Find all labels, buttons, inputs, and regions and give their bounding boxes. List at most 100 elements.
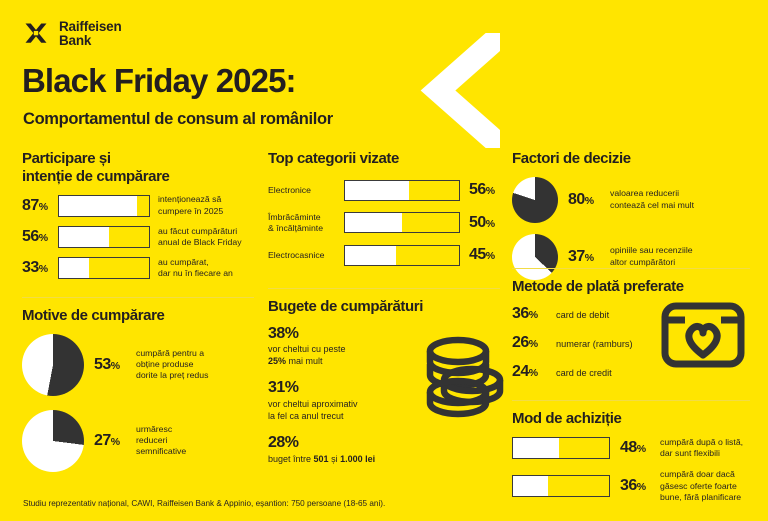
section-title-categorii: Top categorii vizate <box>268 150 399 167</box>
raiffeisen-bank-logo: Raiffeisen Bank <box>22 20 122 48</box>
pie-row-53: 53% cumpără pentru a obține produse dori… <box>22 333 254 396</box>
budget-pct-31: 31% <box>268 379 299 397</box>
pie-row-80: 80% valoarea reducerii contează cel mai … <box>512 176 750 223</box>
pie-label-53: cumpără pentru a obține produse dorite l… <box>136 347 209 381</box>
progress-bar-imbracaminte <box>344 212 460 234</box>
stat-label-anual: au făcut cumpărături anual de Black Frida… <box>158 225 242 247</box>
progress-fill <box>513 476 548 497</box>
section-title-mod-achizitie: Mod de achiziție <box>512 410 622 427</box>
section-participare: Participare și intenție de cumpărare 87%… <box>22 150 254 288</box>
stat-label-intentie: intenționează să cumpere în 2025 <box>158 194 224 216</box>
pie-label-37: opiniile sau recenziile altor cumpărător… <box>610 245 693 267</box>
budget-pct-38: 38% <box>268 324 299 342</box>
gift-box-heart-icon <box>660 300 746 370</box>
logo-line-2: Bank <box>59 33 92 48</box>
progress-fill <box>59 195 138 216</box>
stat-pct-87: 87% <box>22 196 48 214</box>
budget-desc-28: buget între 501 și 1.000 lei <box>268 453 376 464</box>
section-divider <box>268 288 500 289</box>
budget-pct-28: 28% <box>268 434 299 452</box>
section-divider <box>512 268 750 269</box>
progress-fill <box>345 180 409 200</box>
progress-bar-36 <box>512 475 610 498</box>
category-pct-45: 45% <box>469 246 495 264</box>
section-title-bugete: Bugete de cumpărături <box>268 298 423 315</box>
category-row-electronice: Electronice 56% <box>268 179 500 201</box>
chevron-left-icon <box>408 29 506 152</box>
progress-fill <box>513 438 560 458</box>
logo-line-1: Raiffeisen <box>59 19 122 35</box>
progress-bar-87 <box>58 194 150 217</box>
mode-pct-36: 36% <box>620 477 646 495</box>
progress-bar-48 <box>512 437 610 459</box>
footer-note: Studiu reprezentativ național, CAWI, Rai… <box>23 499 386 508</box>
stat-row-anual: 56% au făcut cumpărături anual de Black F… <box>22 226 254 248</box>
progress-fill <box>345 245 397 265</box>
category-row-electrocasnice: Electrocasnice 45% <box>268 244 500 266</box>
raiffeisen-crossed-horse-heads-icon <box>22 20 50 48</box>
mode-label-lista: cumpără după o listă, dar sunt flexibili <box>660 436 744 458</box>
pie-pct-53: 53% <box>94 355 120 373</box>
payment-pct-26: 26% <box>512 333 538 351</box>
mode-row-oferte: 36% cumpără doar dacă găsesc oferte foar… <box>512 469 750 503</box>
pie-label-27: urmăresc reduceri semnificative <box>136 423 187 457</box>
budget-desc-31: vor cheltui aproximativ la fel ca anul t… <box>268 398 358 422</box>
payment-row-debit: 36% card de debit <box>512 305 750 323</box>
category-pct-50: 50% <box>469 213 495 231</box>
pie-pct-27: 27% <box>94 431 120 449</box>
section-metode-plata: Metode de plată preferate 36% card de de… <box>512 268 750 392</box>
stat-label-ocazional: au cumpărat, dar nu în fiecare an <box>158 256 233 278</box>
category-name-electrocasnice: Electrocasnice <box>268 249 325 260</box>
section-categorii: Top categorii vizate Electronice 56% Îmb… <box>268 150 500 277</box>
category-name-electronice: Electronice <box>268 184 311 195</box>
stat-pct-56: 56% <box>22 227 48 245</box>
pie-row-37: 37% opiniile sau recenziile altor cumpăr… <box>512 233 750 280</box>
pie-pct-37: 37% <box>568 247 594 265</box>
stat-pct-33: 33% <box>22 259 48 276</box>
logo-wordmark: Raiffeisen Bank <box>59 20 122 48</box>
participare-title-line-1: Participare și <box>22 150 111 167</box>
category-name-imbracaminte: Îmbrăcăminte & încălțăminte <box>268 211 324 233</box>
section-divider <box>512 400 750 401</box>
pie-chart-37 <box>512 233 558 280</box>
section-divider <box>22 297 254 298</box>
progress-fill <box>345 213 402 233</box>
coins-stack-icon <box>422 334 506 426</box>
budget-item-28: 28% buget între 501 și 1.000 lei <box>268 434 500 465</box>
section-title-metode-plata: Metode de plată preferate <box>512 278 684 295</box>
page-subtitle: Comportamentul de consum al românilor <box>23 110 333 128</box>
category-pct-56: 56% <box>469 181 495 199</box>
payment-pct-24: 24% <box>512 362 538 380</box>
section-mod-achizitie: Mod de achiziție 48% cumpără după o list… <box>512 400 750 513</box>
section-title-participare: Participare și intenție de cumpărare <box>22 150 254 185</box>
mode-label-oferte: cumpără doar dacă găsesc oferte foarte b… <box>660 469 742 502</box>
pie-chart-80 <box>512 176 558 223</box>
category-row-imbracaminte: Îmbrăcăminte & încălțăminte 50% <box>268 212 500 234</box>
payment-pct-36: 36% <box>512 304 538 322</box>
section-title-factori: Factori de decizie <box>512 150 631 167</box>
progress-fill <box>59 226 110 247</box>
section-factori: Factori de decizie 80% valoarea reduceri… <box>512 150 750 288</box>
budget-desc-38: vor cheltui cu peste 25% mai mult <box>268 344 346 367</box>
payment-row-credit: 24% card de credit <box>512 363 750 381</box>
pie-label-80: valoarea reducerii contează cel mai mult <box>610 188 695 210</box>
section-motive: Motive de cumpărare 53% cumpără pentru a… <box>22 297 254 480</box>
mode-row-lista: 48% cumpără după o listă, dar sunt flexib… <box>512 437 750 460</box>
progress-bar-56 <box>58 225 150 248</box>
stat-row-intentie: 87% intenționează să cumpere în 2025 <box>22 194 254 217</box>
payment-label-numerar: numerar (ramburs) <box>556 338 633 349</box>
budget-item-31: 31% vor cheltui aproximativ la fel ca an… <box>268 379 500 422</box>
participare-title-line-2: intenție de cumpărare <box>22 167 170 185</box>
payment-row-numerar: 26% numerar (ramburs) <box>512 334 750 352</box>
progress-fill <box>59 258 89 278</box>
pie-pct-80: 80% <box>568 190 594 208</box>
stat-row-ocazional: 33% au cumpărat, dar nu în fiecare an <box>22 257 254 279</box>
payment-label-debit: card de debit <box>556 309 610 320</box>
payment-label-credit: card de credit <box>556 367 612 378</box>
pie-chart-27 <box>22 409 84 472</box>
pie-row-27: 27% urmăresc reduceri semnificative <box>22 409 254 472</box>
progress-bar-electrocasnice <box>344 244 460 266</box>
mode-pct-48: 48% <box>620 439 646 456</box>
section-title-motive: Motive de cumpărare <box>22 307 165 324</box>
